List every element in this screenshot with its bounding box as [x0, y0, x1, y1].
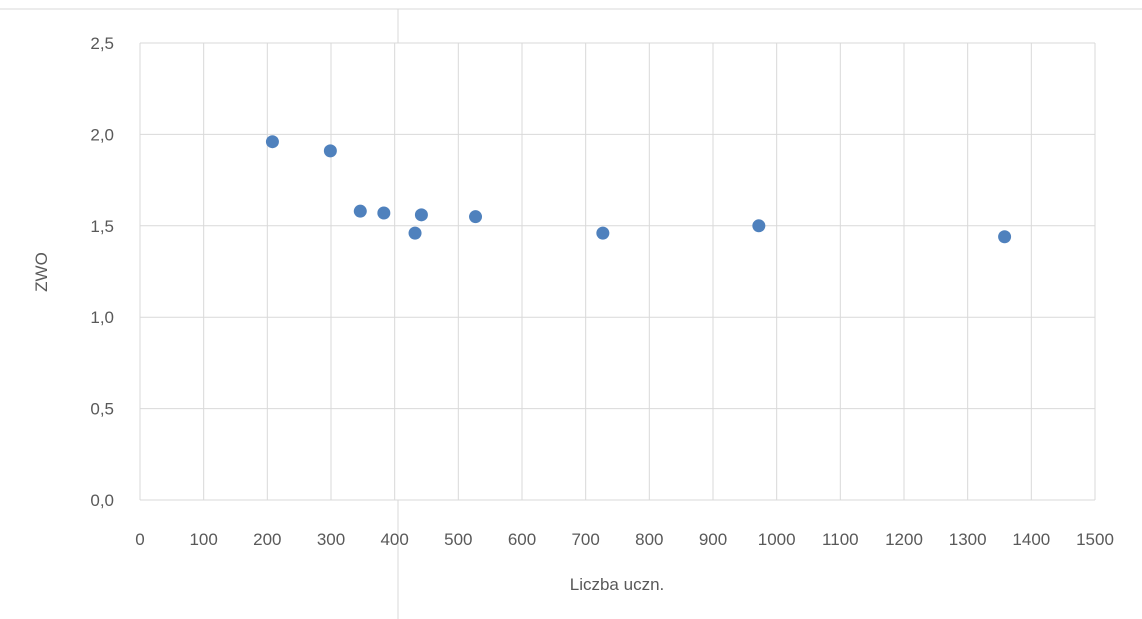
- y-tick-label: 2,0: [90, 125, 114, 144]
- x-tick-label: 100: [189, 530, 217, 549]
- data-point: [752, 219, 766, 233]
- tick-labels: 0 100 200 300 400 500 600 700 800 900 1000 1100 1200…: [90, 34, 1114, 549]
- data-point: [414, 208, 428, 222]
- x-tick-label: 200: [253, 530, 281, 549]
- x-tick-label: 500: [444, 530, 472, 549]
- x-tick-label: 400: [380, 530, 408, 549]
- y-tick-label: 1,0: [90, 308, 114, 327]
- data-point: [377, 206, 391, 220]
- x-tick-label: 900: [699, 530, 727, 549]
- x-tick-label: 1100: [822, 530, 859, 549]
- x-tick-label: 0: [135, 530, 144, 549]
- data-point: [469, 210, 483, 224]
- x-tick-label: 700: [571, 530, 599, 549]
- x-tick-label: 1300: [949, 530, 987, 549]
- data-point: [408, 226, 422, 240]
- y-tick-label: 0,0: [90, 491, 114, 510]
- y-tick-label: 0,5: [90, 400, 114, 419]
- y-tick-label: 2,5: [90, 34, 114, 53]
- data-point: [323, 144, 337, 158]
- x-tick-label: 1400: [1012, 530, 1050, 549]
- data-point: [596, 226, 610, 240]
- data-points: [265, 135, 1012, 244]
- grid: [139, 42, 1096, 501]
- x-tick-label: 300: [317, 530, 345, 549]
- data-point: [998, 230, 1012, 244]
- x-axis-title: Liczba uczn.: [570, 575, 665, 594]
- y-tick-label: 1,5: [90, 217, 114, 236]
- x-tick-label: 800: [635, 530, 663, 549]
- x-tick-label: 600: [508, 530, 536, 549]
- x-tick-label: 1200: [885, 530, 923, 549]
- x-tick-label: 1000: [758, 530, 796, 549]
- data-point: [353, 204, 367, 218]
- y-axis-title: ZWO: [32, 252, 51, 292]
- data-point: [265, 135, 279, 149]
- plot-area-background: [140, 43, 1095, 500]
- x-tick-label: 1500: [1076, 530, 1114, 549]
